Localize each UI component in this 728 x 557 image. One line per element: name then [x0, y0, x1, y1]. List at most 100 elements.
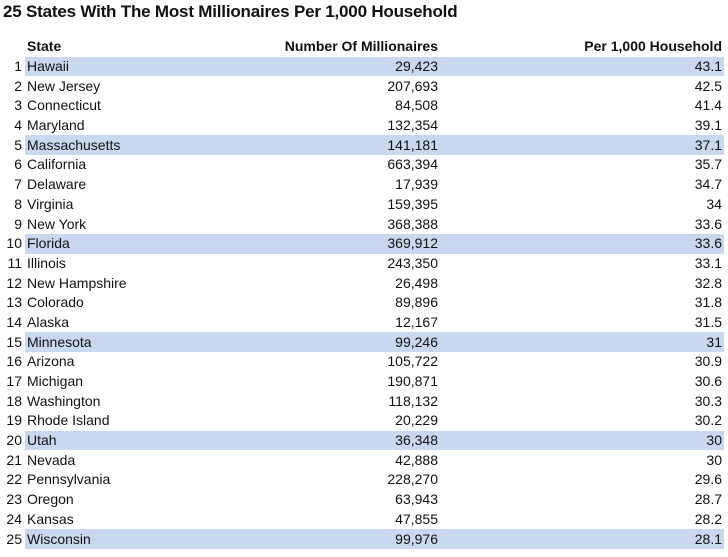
row-per-1000-household: 33.1	[694, 254, 722, 271]
row-state: Utah	[25, 430, 200, 451]
row-rank: 22	[6, 471, 22, 488]
header-state: State	[27, 38, 62, 55]
row-per-1000-household: 39.1	[694, 117, 722, 134]
row-number-of-millionaires: 132,354	[387, 117, 438, 134]
table-row: 7 Delaware 17,939 34.7	[0, 175, 724, 195]
row-rank: 15	[6, 333, 22, 350]
table-body: 1 Hawaii 29,423 43.1 2 New Jersey 207,693 42.5 3…	[0, 56, 724, 549]
row-number-of-millionaires: 20,229	[395, 412, 438, 429]
row-state: Wisconsin	[25, 529, 200, 549]
row-number-of-millionaires: 47,855	[395, 510, 438, 527]
table-row: 6 California 663,394 35.7	[0, 155, 724, 175]
row-state: Alaska	[27, 313, 70, 330]
row-per-1000-household: 37.1	[440, 135, 724, 156]
row-number-of-millionaires: 105,722	[387, 353, 438, 370]
row-state: Kansas	[27, 510, 74, 527]
row-number-of-millionaires: 84,508	[395, 97, 438, 114]
row-number-of-millionaires: 42,888	[395, 451, 438, 468]
table-row: 10 Florida 369,912 33.6	[0, 233, 724, 254]
row-state: Colorado	[27, 294, 84, 311]
table-row: 24 Kansas 47,855 28.2	[0, 510, 724, 530]
row-per-1000-household: 28.7	[694, 491, 722, 508]
table-row: 4 Maryland 132,354 39.1	[0, 116, 724, 136]
row-rank: 21	[6, 451, 22, 468]
row-per-1000-household: 41.4	[694, 97, 722, 114]
row-per-1000-household: 28.2	[694, 510, 722, 527]
row-rank: 24	[6, 510, 22, 527]
row-state: Arizona	[27, 353, 75, 370]
table-row: 18 Washington 118,132 30.3	[0, 391, 724, 411]
row-rank: 14	[6, 313, 22, 330]
row-per-1000-household: 33.6	[694, 215, 722, 232]
row-state: Illinois	[27, 254, 66, 271]
row-state: California	[27, 156, 87, 173]
row-number-of-millionaires: 369,912	[200, 233, 440, 254]
row-state: Hawaii	[25, 56, 200, 77]
row-per-1000-household: 31	[440, 332, 724, 352]
row-state: Virginia	[27, 195, 74, 212]
row-rank: 6	[14, 156, 22, 173]
row-rank: 13	[6, 294, 22, 311]
row-rank: 10	[6, 235, 22, 252]
row-state: New Hampshire	[27, 274, 127, 291]
row-number-of-millionaires: 190,871	[387, 373, 438, 390]
row-per-1000-household: 28.1	[440, 529, 724, 549]
millionaires-table: State Number Of Millionaires Per 1,000 H…	[0, 37, 724, 549]
row-number-of-millionaires: 29,423	[200, 56, 440, 77]
row-per-1000-household: 34.7	[694, 176, 722, 193]
row-number-of-millionaires: 368,388	[387, 215, 438, 232]
table-row: 15 Minnesota 99,246 31	[0, 332, 724, 352]
row-rank: 4	[14, 117, 22, 134]
row-rank: 8	[14, 195, 22, 212]
row-state: Maryland	[27, 117, 85, 134]
row-per-1000-household: 30.6	[694, 373, 722, 390]
row-state: Connecticut	[27, 97, 101, 114]
row-per-1000-household: 31.5	[694, 313, 722, 330]
row-rank: 23	[6, 491, 22, 508]
row-number-of-millionaires: 99,976	[200, 529, 440, 549]
row-rank: 9	[14, 215, 22, 232]
table-row: 23 Oregon 63,943 28.7	[0, 490, 724, 510]
row-state: Massachusetts	[25, 135, 200, 156]
table-row: 22 Pennsylvania 228,270 29.6	[0, 470, 724, 490]
row-per-1000-household: 30.3	[694, 392, 722, 409]
table-header-row: State Number Of Millionaires Per 1,000 H…	[0, 37, 724, 57]
table-row: 14 Alaska 12,167 31.5	[0, 313, 724, 333]
row-rank: 11	[7, 254, 22, 271]
row-number-of-millionaires: 207,693	[387, 77, 438, 94]
row-per-1000-household: 30	[706, 451, 722, 468]
row-per-1000-household: 33.6	[440, 233, 724, 254]
header-per-1000-household: Per 1,000 Household	[584, 38, 722, 55]
row-number-of-millionaires: 63,943	[395, 491, 438, 508]
row-number-of-millionaires: 89,896	[395, 294, 438, 311]
row-state: Minnesota	[25, 332, 200, 352]
row-per-1000-household: 31.8	[694, 294, 722, 311]
row-number-of-millionaires: 99,246	[200, 332, 440, 352]
row-rank: 25	[6, 530, 22, 547]
row-number-of-millionaires: 12,167	[395, 313, 438, 330]
row-number-of-millionaires: 159,395	[387, 195, 438, 212]
table-row: 20 Utah 36,348 30	[0, 430, 724, 451]
row-rank: 3	[14, 97, 22, 114]
row-state: Florida	[25, 233, 200, 254]
row-per-1000-household: 29.6	[694, 471, 722, 488]
row-number-of-millionaires: 243,350	[387, 254, 438, 271]
header-rank	[0, 37, 25, 57]
row-number-of-millionaires: 228,270	[387, 471, 438, 488]
row-rank: 19	[6, 412, 22, 429]
row-state: Rhode Island	[27, 412, 110, 429]
table-row: 25 Wisconsin 99,976 28.1	[0, 529, 724, 549]
table-row: 1 Hawaii 29,423 43.1	[0, 56, 724, 77]
table-row: 12 New Hampshire 26,498 32.8	[0, 273, 724, 293]
row-state: New York	[27, 215, 87, 232]
row-rank: 20	[6, 432, 22, 449]
row-per-1000-household: 32.8	[694, 274, 722, 291]
row-per-1000-household: 35.7	[694, 156, 722, 173]
table-row: 8 Virginia 159,395 34	[0, 195, 724, 215]
row-per-1000-household: 30.9	[694, 353, 722, 370]
table-header: State Number Of Millionaires Per 1,000 H…	[0, 37, 724, 57]
row-number-of-millionaires: 17,939	[395, 176, 438, 193]
row-rank: 5	[14, 136, 22, 153]
table-row: 9 New York 368,388 33.6	[0, 214, 724, 234]
table-row: 5 Massachusetts 141,181 37.1	[0, 135, 724, 156]
